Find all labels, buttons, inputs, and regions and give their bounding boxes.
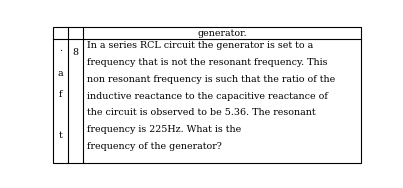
Text: 8: 8 [73, 48, 78, 57]
Text: t: t [58, 131, 62, 140]
Text: a: a [57, 69, 63, 78]
Text: generator.: generator. [197, 29, 247, 38]
Text: frequency that is not the resonant frequency. This: frequency that is not the resonant frequ… [87, 58, 327, 67]
Text: the circuit is observed to be 5.36. The resonant: the circuit is observed to be 5.36. The … [87, 108, 316, 118]
Text: inductive reactance to the capacitive reactance of: inductive reactance to the capacitive re… [87, 92, 328, 101]
Text: non resonant frequency is such that the ratio of the: non resonant frequency is such that the … [87, 75, 335, 83]
Text: f: f [58, 90, 62, 99]
Text: frequency of the generator?: frequency of the generator? [87, 142, 222, 151]
Text: In a series RCL circuit the generator is set to a: In a series RCL circuit the generator is… [87, 41, 313, 50]
Text: frequency is 225Hz. What is the: frequency is 225Hz. What is the [87, 125, 241, 134]
Text: .: . [59, 44, 62, 53]
